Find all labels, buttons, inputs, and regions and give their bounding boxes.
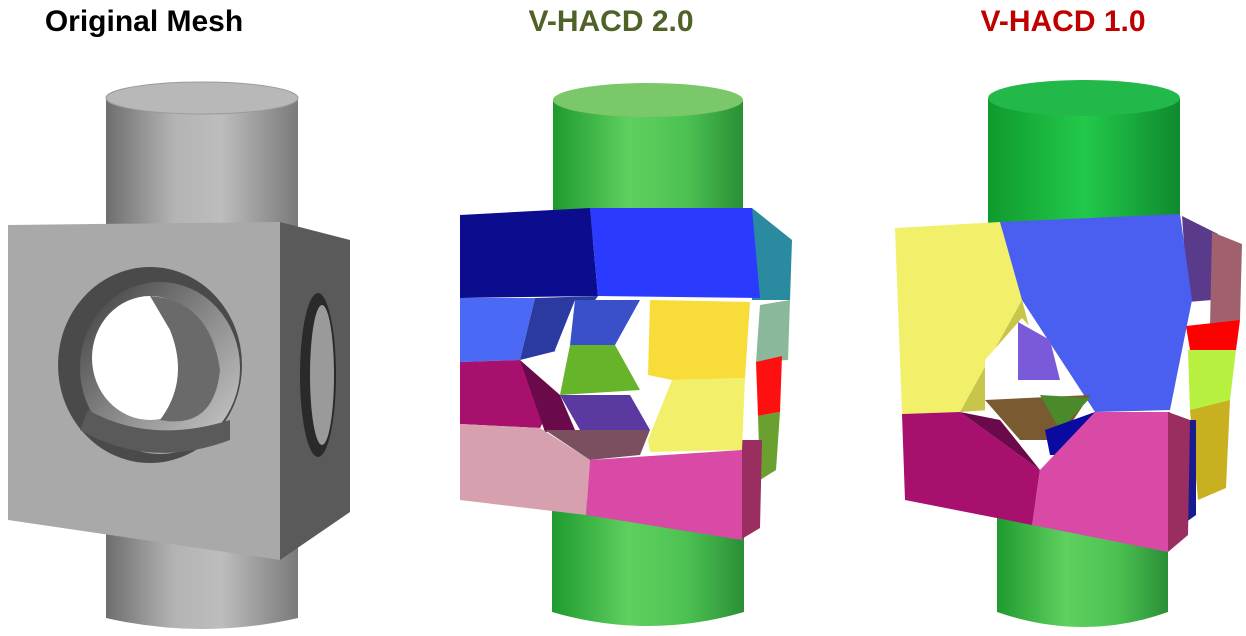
gray-cylinder-cap bbox=[105, 81, 299, 115]
original-mesh bbox=[8, 81, 350, 629]
title-original-mesh: Original Mesh bbox=[44, 5, 244, 38]
title-vhacd-1: V-HACD 1.0 bbox=[980, 5, 1146, 38]
gray-cylinder-top bbox=[106, 98, 298, 240]
green-cylinder-cap bbox=[553, 83, 743, 117]
green-cylinder-cap-v1 bbox=[988, 80, 1180, 116]
vhacd2-mesh bbox=[460, 83, 792, 626]
green-cylinder-top-v1 bbox=[988, 98, 1180, 230]
title-vhacd-2: V-HACD 2.0 bbox=[528, 5, 694, 38]
green-cylinder-top bbox=[553, 100, 743, 240]
vhacd1-mesh bbox=[895, 80, 1242, 627]
